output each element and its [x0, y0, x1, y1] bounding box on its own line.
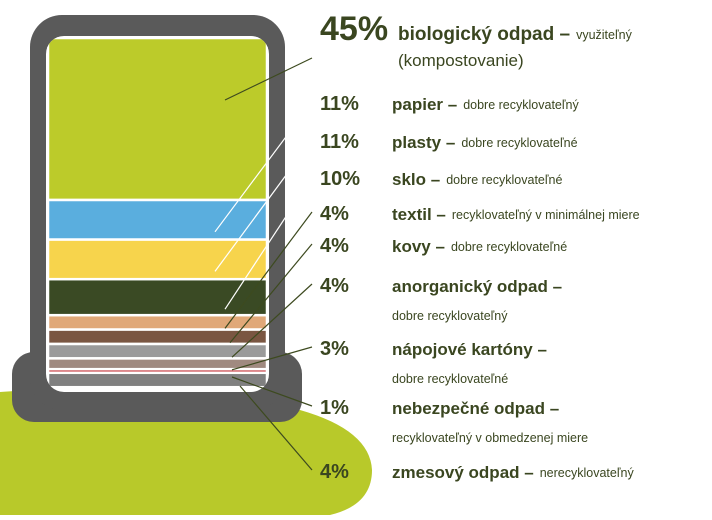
description: využiteľný: [576, 28, 632, 42]
percentage-label: 11%: [320, 131, 359, 153]
bin-layer: [48, 344, 267, 358]
percentage-label: 4%: [320, 203, 349, 225]
description: dobre recyklovateľný: [392, 309, 508, 323]
description: dobre recyklovateľné: [392, 372, 508, 386]
percentage-label: 3%: [320, 338, 349, 360]
category-name: anorganický odpad –: [392, 277, 562, 296]
category-name: nápojové kartóny –: [392, 340, 547, 359]
percentage-label: 10%: [320, 168, 360, 190]
category-name: nebezpečné odpad –: [392, 399, 559, 418]
category-name: textil –: [392, 205, 446, 224]
percentage-label: 4%: [320, 461, 349, 483]
description: dobre recyklovateľné: [446, 173, 562, 187]
percentage-label: 11%: [320, 93, 359, 115]
bin-layer: [48, 358, 267, 369]
bin-layer: [48, 279, 267, 315]
category-name: biologický odpad –: [398, 24, 570, 45]
bin-layer: [48, 38, 267, 200]
percentage-label: 45%: [320, 10, 388, 48]
percentage-label: 1%: [320, 397, 349, 419]
category-name: sklo –: [392, 170, 440, 189]
description: dobre recyklovateľné: [451, 240, 567, 254]
description: dobre recyklovateľné: [461, 136, 577, 150]
percentage-label: 4%: [320, 235, 349, 257]
category-name: plasty –: [392, 133, 455, 152]
bin-layer: [48, 330, 267, 344]
description: (kompostovanie): [398, 51, 524, 70]
percentage-label: 4%: [320, 275, 349, 297]
chart: 45% biologický odpad – využiteľný (komposto…: [0, 0, 712, 520]
description: recyklovateľný v minimálnej miere: [452, 208, 640, 222]
description: dobre recyklovateľný: [463, 98, 579, 112]
category-name: kovy –: [392, 237, 445, 256]
category-name: papier –: [392, 95, 457, 114]
description: recyklovateľný v obmedzenej miere: [392, 431, 588, 445]
category-name: zmesový odpad –: [392, 463, 534, 482]
description: nerecyklovateľný: [540, 466, 635, 480]
bin-layer: [48, 373, 267, 387]
bin-layer: [48, 315, 267, 329]
